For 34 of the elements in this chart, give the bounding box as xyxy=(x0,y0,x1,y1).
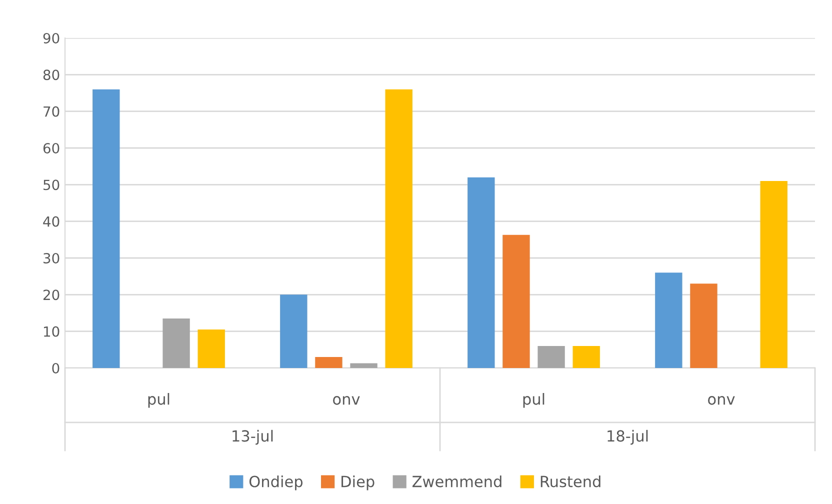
legend-label: Rustend xyxy=(540,475,600,488)
bar xyxy=(655,272,682,368)
text: 13-jul xyxy=(232,430,273,445)
y-tick-label: 40 xyxy=(43,216,60,227)
y-tick-label: 10 xyxy=(44,326,60,337)
bar xyxy=(760,181,788,368)
bar xyxy=(350,363,378,368)
x-tick-label: onv xyxy=(708,396,735,405)
bar xyxy=(92,89,120,368)
bar xyxy=(385,89,412,368)
x-tick-label: pul xyxy=(523,393,544,408)
bar xyxy=(162,318,190,368)
x-tick-label: pul xyxy=(148,393,170,408)
x-tick-label: onv xyxy=(333,396,360,405)
legend-label: Ondiep xyxy=(249,475,303,490)
y-tick-label: 20 xyxy=(43,290,60,300)
bar xyxy=(690,284,718,368)
y-tick-label: 80 xyxy=(43,70,60,80)
y-tick-label: 70 xyxy=(44,106,60,117)
bar xyxy=(572,346,600,368)
legend-label: Diep xyxy=(342,475,374,490)
y-tick-label: 90 xyxy=(43,32,60,44)
y-tick-label: 30 xyxy=(44,252,60,264)
bar xyxy=(280,294,308,368)
bar xyxy=(315,357,342,368)
y-tick-label: 60 xyxy=(43,142,60,154)
y-tick-label: 0 xyxy=(52,362,60,374)
bar xyxy=(502,234,530,368)
text: 18-jul xyxy=(608,430,648,445)
bar xyxy=(538,346,565,368)
legend-label: Zwemmend xyxy=(412,475,502,488)
bar xyxy=(198,330,225,368)
y-tick-label: 50 xyxy=(44,180,60,190)
bar xyxy=(468,177,495,368)
